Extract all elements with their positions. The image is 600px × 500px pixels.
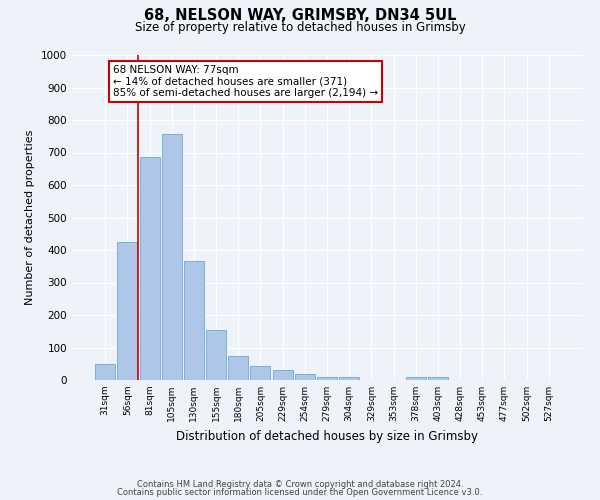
Bar — [206, 330, 226, 380]
Bar — [428, 377, 448, 380]
Bar — [140, 158, 160, 380]
Bar — [228, 356, 248, 380]
Bar — [95, 364, 115, 380]
Bar — [184, 262, 204, 380]
Text: 68 NELSON WAY: 77sqm
← 14% of detached houses are smaller (371)
85% of semi-deta: 68 NELSON WAY: 77sqm ← 14% of detached h… — [113, 64, 378, 98]
Text: Contains HM Land Registry data © Crown copyright and database right 2024.: Contains HM Land Registry data © Crown c… — [137, 480, 463, 489]
Bar — [250, 366, 271, 380]
Bar — [272, 370, 293, 380]
Text: Contains public sector information licensed under the Open Government Licence v3: Contains public sector information licen… — [118, 488, 482, 497]
Bar — [406, 378, 426, 380]
Bar — [339, 378, 359, 380]
Bar — [162, 134, 182, 380]
Text: Size of property relative to detached houses in Grimsby: Size of property relative to detached ho… — [134, 21, 466, 34]
Bar — [295, 374, 315, 380]
Y-axis label: Number of detached properties: Number of detached properties — [25, 130, 35, 305]
Text: 68, NELSON WAY, GRIMSBY, DN34 5UL: 68, NELSON WAY, GRIMSBY, DN34 5UL — [144, 8, 456, 22]
Bar — [317, 377, 337, 380]
Bar — [118, 242, 137, 380]
X-axis label: Distribution of detached houses by size in Grimsby: Distribution of detached houses by size … — [176, 430, 478, 442]
